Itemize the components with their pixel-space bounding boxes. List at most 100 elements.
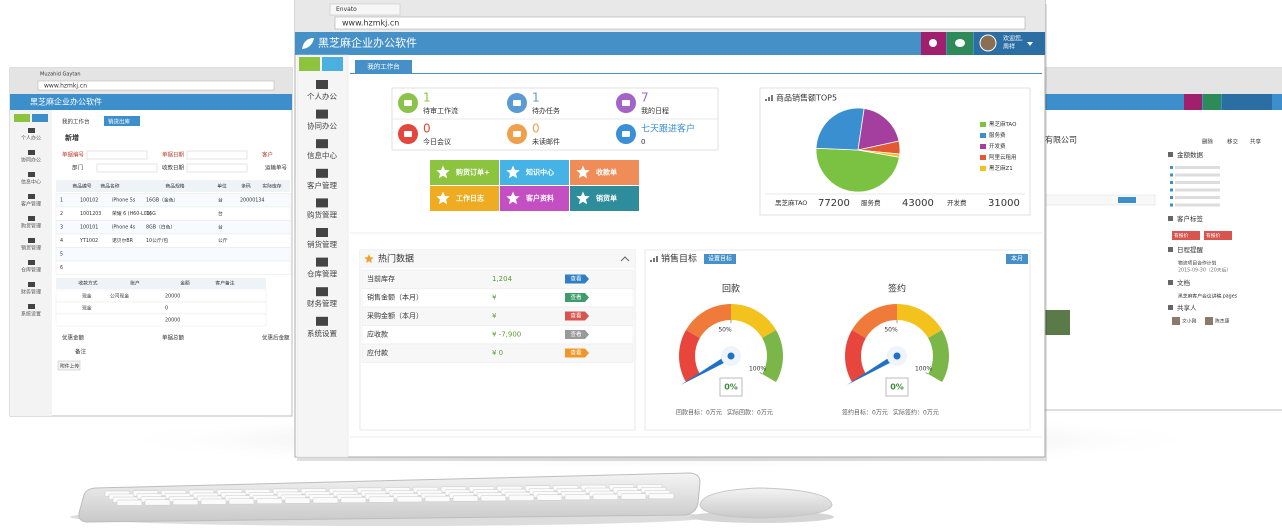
panel-icon: [653, 258, 655, 262]
star-icon: [436, 165, 450, 179]
setting-button[interactable]: [704, 254, 736, 264]
shortcut-label: 工作日志: [456, 194, 484, 203]
shortcut-label: 购货订单+: [456, 168, 490, 177]
app-header: [1040, 94, 1282, 110]
view-button[interactable]: [565, 311, 589, 321]
view-button[interactable]: [565, 348, 589, 358]
pie-slice: [857, 149, 901, 158]
menu-icon: [28, 238, 35, 243]
amount-dot: [1170, 203, 1173, 207]
form-label: 备注: [75, 348, 87, 356]
table-header: 金额: [180, 280, 190, 287]
upload-label: 附件上传: [60, 363, 79, 370]
form-input: [96, 163, 158, 173]
stat-value: 1: [423, 91, 431, 105]
menu-item[interactable]: 购货管理: [307, 209, 337, 219]
period-button[interactable]: [1006, 254, 1028, 264]
legend-swatch: [980, 122, 986, 127]
menu-item[interactable]: 财务管理: [307, 298, 337, 308]
pie-slice: [857, 107, 900, 151]
menu-icon: [28, 172, 35, 177]
gauge-title: 回款: [722, 283, 740, 295]
table-row: [55, 260, 291, 275]
panel-title: 热门数据: [378, 253, 414, 265]
row-label: 应收款: [367, 330, 388, 339]
gauge-value-box: [885, 377, 909, 397]
app-header: [10, 94, 292, 110]
panel-icon: [656, 256, 658, 262]
section-icon: [1168, 247, 1173, 252]
gauge-band: [851, 304, 897, 338]
menu-icon: [28, 260, 35, 265]
target-panel: [644, 249, 1031, 431]
browser-tab: Envato: [336, 6, 357, 13]
table-row: [55, 247, 291, 262]
menu-icon: [316, 168, 328, 178]
table-header: 账户: [130, 280, 140, 287]
menu-item[interactable]: 仓库管理: [307, 269, 337, 279]
menu-icon: [316, 287, 328, 297]
gauge-band: [731, 304, 777, 338]
form-label: 单据日期: [162, 151, 185, 159]
summary-label: 服务费: [861, 198, 881, 207]
period-label: 本月: [1011, 255, 1023, 263]
star-icon: [506, 191, 520, 205]
gauge-band: [845, 330, 866, 382]
menu-item[interactable]: 客户管理: [307, 180, 337, 190]
key: [116, 499, 143, 506]
table-cell: 诺贝尔BR: [112, 237, 134, 244]
gauge-footer: 回款目标：0万元: [676, 409, 722, 417]
amount-line: [1175, 196, 1220, 199]
table-cell: 现金: [82, 293, 92, 300]
upload-button[interactable]: [57, 360, 81, 371]
amount-line: [1175, 173, 1220, 177]
stat-label: 待审工作流: [423, 106, 458, 115]
menu-item[interactable]: 个人办公: [307, 91, 337, 101]
menu-icon: [316, 80, 328, 89]
stat-value: 0: [532, 122, 540, 136]
browser-chrome: [1040, 68, 1282, 94]
browser-tab-bg: [329, 3, 401, 16]
page-tab[interactable]: [355, 60, 412, 73]
menu-item[interactable]: 销货管理: [307, 239, 337, 249]
amount-line: [1175, 181, 1220, 184]
table-cell: iPhone 5s: [112, 198, 136, 204]
view-button[interactable]: [565, 293, 589, 302]
menu-icon: [28, 216, 35, 221]
sidebar-button[interactable]: [299, 57, 320, 71]
key: [368, 496, 395, 503]
shortcut-label: 知识中心: [525, 168, 554, 177]
schedule-date: 2015-09-30（20天后）: [1178, 267, 1231, 274]
gauge-hub-dot: [727, 352, 735, 360]
table-cell: 6: [60, 265, 63, 271]
menu-item[interactable]: 协同办公: [307, 121, 337, 131]
stat-glyph: [622, 100, 630, 106]
gauge-title: 签约: [888, 283, 906, 295]
gauge-tick-label: 50%: [884, 327, 898, 334]
gauge-band: [685, 304, 731, 338]
collapse-caret: [620, 256, 630, 262]
url-text: www.hzmkj.cn: [44, 83, 87, 90]
header-icon: [1203, 94, 1221, 110]
table-cell: 1: [60, 198, 63, 204]
view-button-label: 查看: [570, 275, 582, 283]
menu-item[interactable]: 信息中心: [307, 150, 337, 160]
amount-dot: [1170, 196, 1173, 199]
section-title: 日程提醒: [1177, 245, 1204, 254]
view-button[interactable]: [565, 330, 589, 339]
key: [424, 495, 451, 502]
table-header: 商品编号: [72, 183, 91, 190]
url-bar: [37, 80, 275, 91]
section-title: 文档: [1177, 278, 1190, 287]
table-header-bg: [56, 180, 290, 192]
table-cell: 台: [218, 210, 223, 217]
form-label: 收款日期: [162, 164, 185, 172]
menu-item[interactable]: 系统设置: [307, 328, 337, 338]
legend-label: 黑芝麻Z1: [989, 164, 1013, 172]
form-label: 运输单号: [265, 164, 288, 172]
view-button[interactable]: [565, 274, 589, 284]
sidebar-button[interactable]: [322, 57, 343, 71]
stat-label: 待办任务: [532, 106, 560, 115]
key: [144, 499, 171, 506]
